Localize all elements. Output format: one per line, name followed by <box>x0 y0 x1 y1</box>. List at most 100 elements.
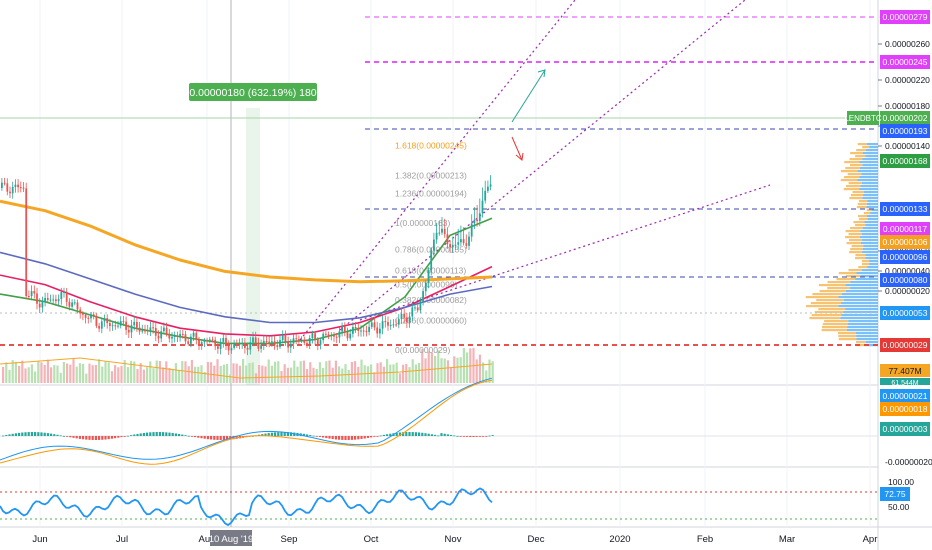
candle-body <box>373 322 376 328</box>
candle-body <box>138 327 141 332</box>
profile-bar <box>841 293 878 296</box>
volume-bar <box>222 364 225 383</box>
candle-body <box>325 333 327 335</box>
macd-hist <box>488 435 491 437</box>
macd-hist <box>181 434 184 436</box>
profile-bar <box>840 179 858 182</box>
candle-body <box>411 307 414 317</box>
candle-body <box>90 314 92 319</box>
candle-body <box>52 299 55 301</box>
macd-hist <box>360 436 363 439</box>
candle-body <box>389 325 392 327</box>
candle-body <box>257 343 260 349</box>
profile-bar <box>859 236 878 239</box>
profile-bar <box>866 206 878 209</box>
volume-bar <box>254 373 257 383</box>
volume-bar <box>354 361 357 383</box>
profile-bar <box>861 182 878 185</box>
candle-body <box>281 335 284 341</box>
macd-hist <box>78 436 81 439</box>
macd-hist <box>149 432 152 436</box>
volume-bar <box>443 358 446 383</box>
candle-body <box>84 314 87 318</box>
profile-bar <box>869 260 878 263</box>
volume-bar <box>18 365 21 383</box>
candle-body <box>303 339 306 343</box>
volume-bar <box>485 370 488 383</box>
candle-body <box>163 327 165 332</box>
macd-hist <box>30 432 33 436</box>
price-tag-label: 0.00000106 <box>883 237 928 247</box>
profile-bar <box>856 338 878 341</box>
candle-body <box>133 321 136 326</box>
candle-body <box>57 299 60 302</box>
macd-hist <box>414 432 417 436</box>
volume-bar <box>453 356 456 383</box>
volume-bar <box>117 367 120 383</box>
profile-bar <box>855 155 866 158</box>
price-tag <box>880 222 930 236</box>
volume-tag-2-label: 61.544M <box>891 380 918 387</box>
profile-bar <box>855 278 878 281</box>
macd-hist <box>491 435 494 436</box>
candle-body <box>408 316 411 323</box>
volume-bar <box>398 373 401 383</box>
fib-label: 1(0.00000163) <box>395 218 450 228</box>
volume-bar <box>200 365 203 383</box>
macd-hist <box>430 434 433 436</box>
fib-label: 1.382(0.00000213) <box>395 171 467 181</box>
volume-bar <box>46 359 49 383</box>
candle-body <box>330 335 333 337</box>
macd-hist <box>443 433 446 436</box>
profile-bar <box>857 179 878 182</box>
profile-bar <box>865 149 878 152</box>
volume-bar <box>75 366 78 383</box>
macd-hist <box>261 434 264 436</box>
candle-body <box>254 337 257 344</box>
volume-bar <box>462 347 465 383</box>
volume-bar <box>226 364 229 383</box>
candle-body <box>149 327 152 331</box>
volume-bar <box>165 361 168 383</box>
volume-bar <box>392 364 395 383</box>
candle-body <box>460 239 462 243</box>
macd-hist <box>475 436 478 437</box>
price-tag-label: 0.00000053 <box>883 308 928 318</box>
volume-bar <box>203 371 206 383</box>
macd-hist <box>85 436 88 440</box>
candle-body <box>14 184 17 187</box>
candle-body <box>179 333 181 337</box>
macd-hist <box>325 436 328 439</box>
profile-bar <box>848 182 862 185</box>
candle-body <box>38 303 41 308</box>
candles <box>1 175 492 356</box>
candle-body <box>357 328 360 331</box>
candle-body <box>422 291 424 302</box>
macd-hist <box>194 436 197 438</box>
macd-hist <box>94 436 97 440</box>
highlight-band <box>246 108 260 385</box>
macd-hist <box>459 436 462 437</box>
candle-body <box>222 338 225 342</box>
x-tick-label: Jul <box>116 534 128 545</box>
candle-body <box>111 325 114 327</box>
fib-label: 1.618(0.00000245) <box>395 140 467 150</box>
macd-hist <box>216 436 219 440</box>
volume-bar <box>318 362 321 383</box>
macd-hist <box>210 436 213 440</box>
macd-hist <box>162 432 165 436</box>
candle-body <box>484 190 487 201</box>
volume-bar <box>312 367 315 383</box>
macd-hist <box>222 436 225 440</box>
y-tick-label: 0.00000180 <box>885 101 930 111</box>
price-tag <box>880 55 930 69</box>
candle-body <box>44 298 46 303</box>
volume-bar <box>408 367 411 383</box>
profile-bar <box>850 248 863 251</box>
profile-bar <box>849 197 863 200</box>
volume-bar <box>373 372 376 383</box>
volume-bar <box>482 362 485 383</box>
profile-bar <box>861 263 870 266</box>
price-tag <box>880 250 930 264</box>
